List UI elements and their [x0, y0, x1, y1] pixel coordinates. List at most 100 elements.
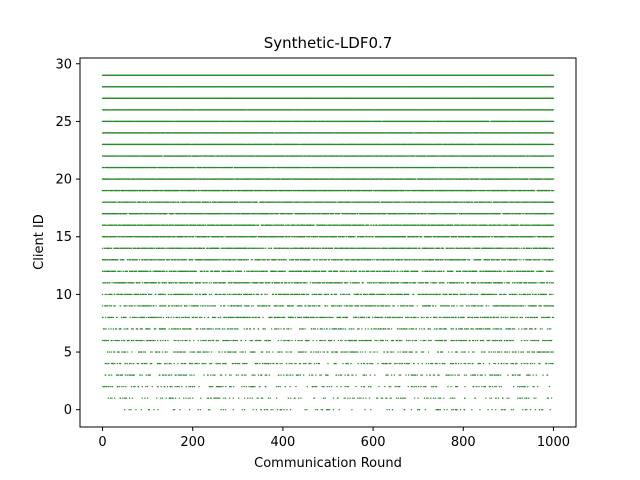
data-point [475, 374, 476, 375]
data-point [229, 340, 230, 341]
data-point [526, 409, 527, 410]
data-point [105, 317, 106, 318]
data-point [204, 271, 205, 272]
data-point [531, 259, 532, 260]
data-point [526, 282, 527, 283]
data-point [174, 340, 175, 341]
data-point [504, 294, 505, 295]
data-point [277, 363, 278, 364]
data-point [235, 328, 236, 329]
data-point [440, 282, 441, 283]
data-point [517, 282, 518, 283]
data-point [184, 351, 185, 352]
data-point [423, 271, 424, 272]
data-point [271, 317, 272, 318]
data-point [225, 363, 226, 364]
data-point [325, 397, 326, 398]
data-point [546, 363, 547, 364]
data-point [202, 259, 203, 260]
data-point [401, 328, 402, 329]
data-point [244, 259, 245, 260]
data-point [162, 351, 163, 352]
data-point [384, 294, 385, 295]
data-point [111, 374, 112, 375]
data-point [127, 328, 128, 329]
data-point [417, 305, 418, 306]
data-point [178, 328, 179, 329]
data-point [175, 374, 176, 375]
data-point [402, 282, 403, 283]
data-point [131, 340, 132, 341]
data-point [406, 328, 407, 329]
data-point [348, 328, 349, 329]
data-point [342, 282, 343, 283]
data-point [253, 386, 254, 387]
data-point [407, 282, 408, 283]
data-point [321, 386, 322, 387]
data-point [142, 282, 143, 283]
data-point [431, 271, 432, 272]
data-point [314, 317, 315, 318]
data-point [494, 328, 495, 329]
data-point [396, 386, 397, 387]
data-point [236, 294, 237, 295]
data-point [131, 328, 132, 329]
data-point [207, 305, 208, 306]
data-point [189, 397, 190, 398]
data-point [506, 397, 507, 398]
data-point [548, 363, 549, 364]
data-point [280, 374, 281, 375]
data-point [552, 363, 553, 364]
data-point [551, 259, 552, 260]
data-point [217, 282, 218, 283]
data-point [216, 340, 217, 341]
data-point [105, 363, 106, 364]
data-point [278, 340, 279, 341]
data-point [458, 328, 459, 329]
data-point [364, 271, 365, 272]
data-point [153, 409, 154, 410]
data-point [245, 351, 246, 352]
data-point [223, 259, 224, 260]
data-point [311, 317, 312, 318]
data-point [216, 294, 217, 295]
data-point [485, 328, 486, 329]
data-point [107, 294, 108, 295]
data-point [133, 363, 134, 364]
data-point [139, 305, 140, 306]
data-point [475, 305, 476, 306]
data-point [126, 397, 127, 398]
data-point [223, 363, 224, 364]
data-point [309, 271, 310, 272]
data-point [498, 351, 499, 352]
data-point [151, 363, 152, 364]
data-point [357, 351, 358, 352]
data-point [441, 317, 442, 318]
data-point [171, 282, 172, 283]
data-point [340, 271, 341, 272]
data-point [361, 305, 362, 306]
data-point [462, 305, 463, 306]
data-point [445, 340, 446, 341]
data-point [480, 340, 481, 341]
data-point [276, 397, 277, 398]
data-point [279, 259, 280, 260]
data-point [483, 340, 484, 341]
data-point [543, 317, 544, 318]
data-point [220, 409, 221, 410]
data-point [383, 340, 384, 341]
data-point [501, 328, 502, 329]
data-point [364, 363, 365, 364]
data-point [470, 374, 471, 375]
data-point [305, 363, 306, 364]
data-point [258, 294, 259, 295]
data-point [390, 363, 391, 364]
data-point [447, 282, 448, 283]
data-point [422, 317, 423, 318]
data-point [417, 317, 418, 318]
data-point [537, 340, 538, 341]
data-point [167, 386, 168, 387]
data-point [295, 386, 296, 387]
data-point [178, 374, 179, 375]
data-point [321, 294, 322, 295]
